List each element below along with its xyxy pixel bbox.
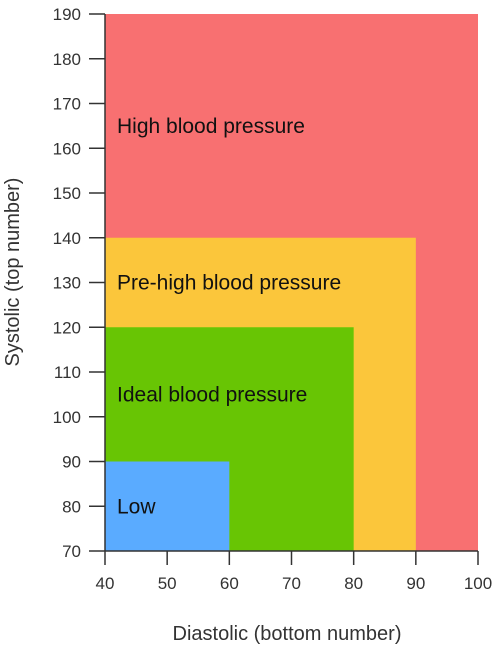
regions-layer [105, 14, 478, 551]
region-label-ideal-blood-pressure: Ideal blood pressure [117, 383, 307, 406]
y-tick-label-120: 120 [53, 318, 81, 337]
y-axis-title: Systolic (top number) [2, 178, 24, 367]
region-label-low: Low [117, 495, 156, 518]
axes-layer: 70 80 90 100 110 120 130 140 150 160 170 180 190 40 50… [53, 5, 493, 593]
y-tick-label-130: 130 [53, 274, 81, 293]
x-tick-label-100: 100 [464, 574, 492, 593]
labels-layer: High blood pressure Pre-high blood pressu… [117, 115, 341, 518]
y-tick-label-80: 80 [62, 497, 81, 516]
x-tick-label-50: 50 [158, 574, 177, 593]
x-tick-label-80: 80 [344, 574, 363, 593]
y-tick-label-180: 180 [53, 50, 81, 69]
y-tick-label-90: 90 [62, 453, 81, 472]
y-tick-label-70: 70 [62, 542, 81, 561]
y-tick-label-100: 100 [53, 408, 81, 427]
x-tick-label-70: 70 [282, 574, 301, 593]
x-axis-title: Diastolic (bottom number) [173, 623, 402, 645]
x-tick-label-60: 60 [220, 574, 239, 593]
y-tick-label-140: 140 [53, 229, 81, 248]
y-tick-label-160: 160 [53, 139, 81, 158]
y-tick-label-170: 170 [53, 95, 81, 114]
y-tick-label-150: 150 [53, 184, 81, 203]
region-label-high-blood-pressure: High blood pressure [117, 115, 305, 138]
y-tick-label-190: 190 [53, 5, 81, 24]
region-label-pre-high-blood-pressure: Pre-high blood pressure [117, 272, 341, 295]
x-tick-label-40: 40 [96, 574, 115, 593]
region-low [105, 461, 230, 551]
x-tick-label-90: 90 [406, 574, 425, 593]
y-tick-label-110: 110 [54, 363, 81, 382]
